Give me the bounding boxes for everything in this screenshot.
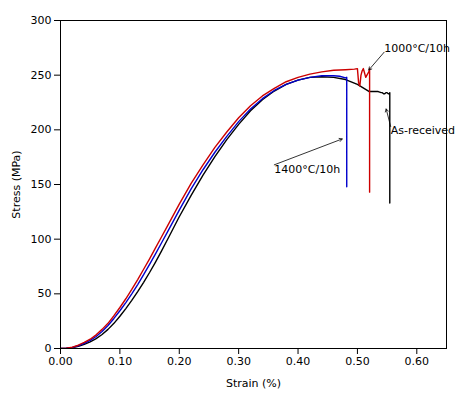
svg-text:Strain (%): Strain (%) (226, 377, 281, 390)
svg-text:0.20: 0.20 (167, 355, 192, 368)
svg-text:0.60: 0.60 (405, 355, 430, 368)
svg-text:250: 250 (31, 69, 52, 82)
svg-text:0.10: 0.10 (108, 355, 133, 368)
svg-text:1400°C/10h: 1400°C/10h (274, 163, 340, 176)
svg-text:0.50: 0.50 (345, 355, 370, 368)
svg-text:200: 200 (31, 123, 52, 136)
svg-text:0.30: 0.30 (226, 355, 251, 368)
svg-text:300: 300 (31, 14, 52, 27)
svg-text:Stress (MPa): Stress (MPa) (10, 150, 23, 218)
svg-text:0.40: 0.40 (286, 355, 311, 368)
svg-text:0.00: 0.00 (48, 355, 73, 368)
svg-text:50: 50 (38, 287, 52, 300)
svg-text:150: 150 (31, 178, 52, 191)
svg-text:1000°C/10h: 1000°C/10h (384, 42, 450, 55)
svg-text:0: 0 (45, 342, 52, 355)
svg-text:As-received: As-received (391, 124, 455, 137)
svg-text:100: 100 (31, 233, 52, 246)
